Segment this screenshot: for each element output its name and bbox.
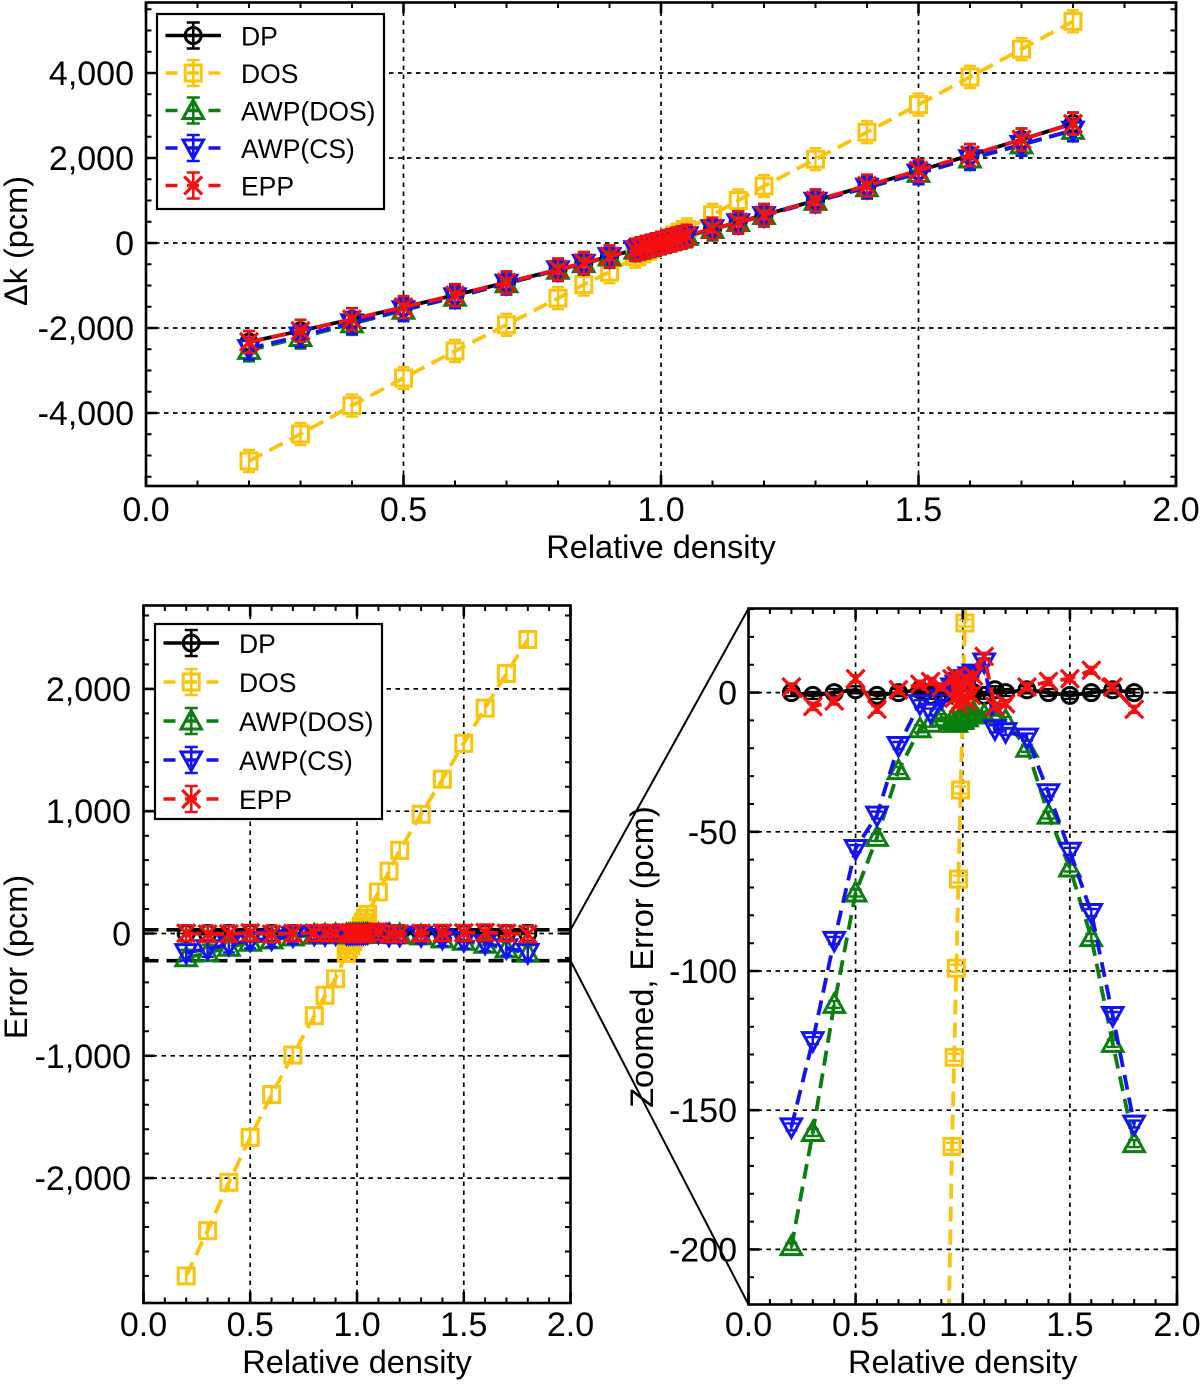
svg-text:AWP(DOS): AWP(DOS) xyxy=(239,707,373,737)
svg-text:Zoomed, Error (pcm): Zoomed, Error (pcm) xyxy=(624,806,660,1108)
svg-text:1.5: 1.5 xyxy=(895,491,942,529)
svg-text:AWP(CS): AWP(CS) xyxy=(241,134,355,164)
svg-text:1.5: 1.5 xyxy=(440,1306,487,1344)
svg-text:0.5: 0.5 xyxy=(832,1306,879,1344)
svg-text:4,000: 4,000 xyxy=(49,55,134,93)
svg-text:-100: -100 xyxy=(669,953,737,991)
svg-text:2.0: 2.0 xyxy=(1153,1306,1200,1344)
svg-text:2,000: 2,000 xyxy=(46,671,131,709)
svg-text:AWP(DOS): AWP(DOS) xyxy=(241,96,375,126)
svg-text:0: 0 xyxy=(718,675,737,713)
svg-text:-150: -150 xyxy=(669,1092,737,1130)
svg-text:DP: DP xyxy=(239,629,276,659)
svg-text:1.0: 1.0 xyxy=(333,1306,380,1344)
svg-text:-2,000: -2,000 xyxy=(35,1160,131,1198)
svg-text:Relative density: Relative density xyxy=(848,1344,1078,1380)
svg-text:0: 0 xyxy=(115,225,134,263)
svg-text:0.5: 0.5 xyxy=(380,491,427,529)
svg-text:-2,000: -2,000 xyxy=(38,310,134,348)
svg-text:Error (pcm): Error (pcm) xyxy=(0,875,34,1039)
svg-text:DOS: DOS xyxy=(239,668,296,698)
svg-text:1.0: 1.0 xyxy=(637,491,684,529)
svg-text:0.0: 0.0 xyxy=(122,491,169,529)
svg-text:Relative density: Relative density xyxy=(242,1344,472,1380)
svg-text:2,000: 2,000 xyxy=(49,140,134,178)
svg-text:Δk (pcm): Δk (pcm) xyxy=(0,176,34,306)
svg-text:1.0: 1.0 xyxy=(939,1306,986,1344)
svg-text:EPP: EPP xyxy=(239,785,292,815)
svg-text:2.0: 2.0 xyxy=(1152,491,1199,529)
svg-text:-50: -50 xyxy=(688,814,737,852)
svg-text:EPP: EPP xyxy=(241,171,294,201)
svg-text:2.0: 2.0 xyxy=(547,1306,594,1344)
svg-text:AWP(CS): AWP(CS) xyxy=(239,746,353,776)
svg-text:-4,000: -4,000 xyxy=(38,395,134,433)
svg-text:-1,000: -1,000 xyxy=(35,1038,131,1076)
svg-text:0.0: 0.0 xyxy=(725,1306,772,1344)
svg-text:-200: -200 xyxy=(669,1231,737,1269)
svg-text:0.0: 0.0 xyxy=(120,1306,167,1344)
svg-text:1.5: 1.5 xyxy=(1046,1306,1093,1344)
svg-text:DP: DP xyxy=(241,21,278,51)
svg-text:Relative density: Relative density xyxy=(546,529,776,565)
svg-text:0.5: 0.5 xyxy=(227,1306,274,1344)
svg-text:DOS: DOS xyxy=(241,59,298,89)
svg-text:0: 0 xyxy=(112,916,131,954)
svg-text:1,000: 1,000 xyxy=(46,793,131,831)
